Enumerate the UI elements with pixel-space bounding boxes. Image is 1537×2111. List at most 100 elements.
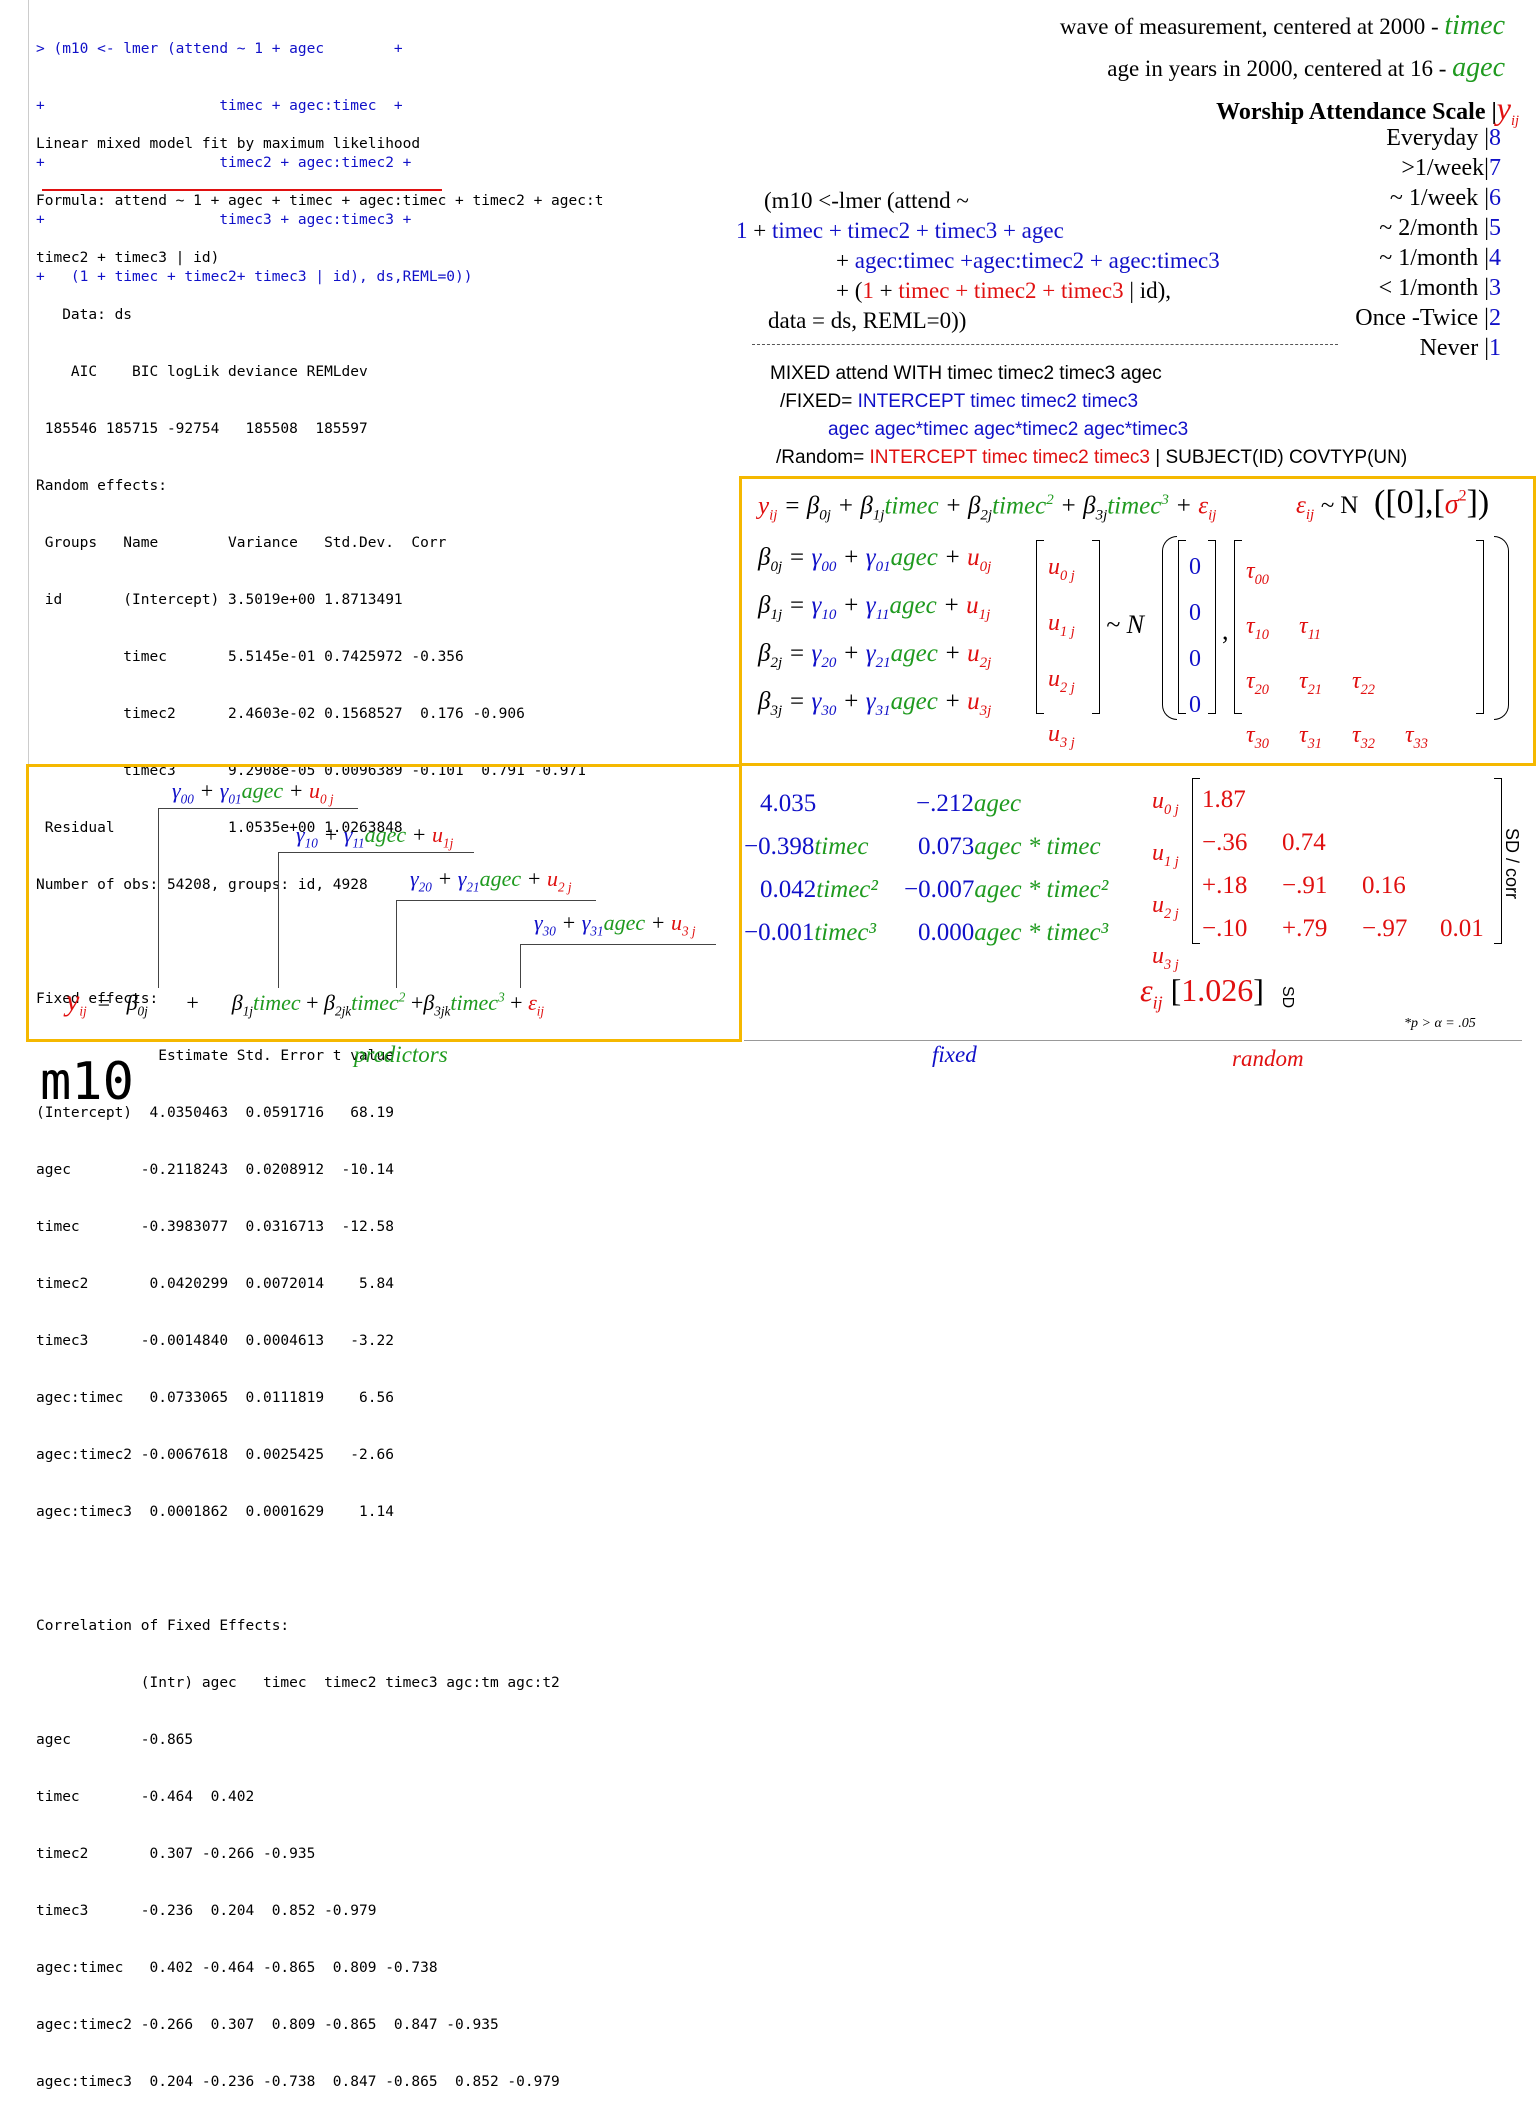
scale-num: 3 [1489, 275, 1501, 301]
rcode-line4: + (1 + timec + timec2 + timec3 | id), [736, 276, 1220, 306]
random-u-labels: u0 j u1 j u2 j u3 j [1152, 780, 1179, 987]
fixed-var: agec * timec [974, 833, 1101, 860]
fixed-var: agec * timec² [974, 876, 1109, 903]
rcode-text: + [836, 248, 855, 273]
u-vector-bracket-right [1092, 540, 1100, 714]
rcode-text: timec + timec2 + timec3 + agec [771, 218, 1064, 243]
scale-row: >1/week|7 [1401, 155, 1501, 182]
scale-num: 7 [1489, 155, 1501, 181]
label-fixed: fixed [932, 1042, 977, 1067]
out-line: (Intercept) 4.0350463 0.0591716 68.19 [36, 1105, 394, 1121]
rcode-line5: data = ds, REML=0)) [736, 306, 1220, 336]
out-line: timec 5.5145e-01 0.7425972 -0.356 [36, 649, 464, 665]
random-bracket-left [1192, 778, 1200, 944]
spss-text: INTERCEPT timec timec2 timec3 [857, 391, 1139, 412]
scale-label: Once -Twice | [1355, 305, 1489, 331]
u-vector-bracket-left [1036, 540, 1044, 714]
beta1-stem [278, 852, 279, 988]
predictor-box [26, 764, 742, 1042]
spss-line1: MIXED attend WITH timec timec2 timec3 ag… [770, 363, 1162, 384]
gamma1-label: γ10 + γ11agec + u1j [296, 822, 454, 851]
scale-title-text: Worship Attendance Scale | [1216, 99, 1497, 125]
cmd-line: + (1 + timec + timec2+ timec3 | id), ds,… [36, 269, 473, 285]
rcode-text: | id), [1123, 278, 1171, 303]
fixed-col-a: 4.035 −0.398timec 0.042timec² −0.001time… [744, 782, 878, 954]
spss-block: MIXED attend WITH timec timec2 timec3 ag… [770, 360, 1407, 472]
dashed-divider [752, 344, 1338, 345]
fixed-coef: −0.001 [744, 919, 815, 946]
tau-bracket-right [1476, 540, 1484, 714]
random-cell: −.97 [1362, 915, 1408, 942]
cmd-line: > (m10 <- lmer (attend ~ 1 + agec + [36, 41, 403, 57]
scale-row: ~ 2/month |5 [1379, 215, 1501, 242]
beta2-stem [396, 900, 397, 988]
gamma1-rule [278, 852, 474, 853]
tau-matrix: τ00 τ10 τ11 τ20 τ21 τ22 τ30 τ31 τ32 τ33 [1246, 558, 1428, 753]
bottom-rule [744, 1040, 1522, 1041]
rcode-text: + [873, 278, 899, 303]
cmd-line: + timec3 + agec:timec3 + [36, 212, 412, 228]
u-vector: u0 j u1 j u2 j u3 j [1048, 554, 1075, 752]
fixed-row: −0.001timec³ [744, 911, 878, 954]
gamma2-label: γ20 + γ21agec + u2 j [410, 866, 572, 895]
epsilon-symbol: ε [1140, 972, 1153, 1008]
spss-text: INTERCEPT timec timec2 timec3 [869, 447, 1150, 468]
epsilon-sd-label: SD [1279, 986, 1296, 1009]
label-random: random [1232, 1046, 1304, 1071]
out-line: AIC BIC logLik deviance REMLdev [36, 364, 368, 380]
legend-agec: age in years in 2000, centered at 16 - a… [1107, 52, 1505, 84]
out-line: Groups Name Variance Std.Dev. Corr [36, 535, 447, 551]
scale-title: Worship Attendance Scale |yij [1216, 90, 1519, 130]
aic-underline [42, 189, 442, 191]
fixed-coef: −.212 [916, 790, 974, 817]
fixed-coef: 0.042 [760, 876, 817, 903]
fixed-var: timec [814, 833, 869, 860]
rcode-block: (m10 <-lmer (attend ~ 1 + timec + timec2… [736, 186, 1220, 336]
out-line: timec2 0.0420299 0.0072014 5.84 [36, 1276, 394, 1292]
out-line: agec:timec3 0.204 -0.236 -0.738 0.847 -0… [36, 2074, 560, 2090]
spss-text: /Random= [776, 447, 870, 468]
out-line: Linear mixed model fit by maximum likeli… [36, 136, 421, 152]
scale-num: 5 [1489, 215, 1501, 241]
console-left-rule [28, 0, 29, 765]
scale-label: < 1/month | [1378, 275, 1489, 301]
random-cell: −.10 [1202, 915, 1248, 942]
rcode-text: 1 [736, 218, 748, 243]
spss-text: | SUBJECT(ID) COVTYP(UN) [1149, 447, 1408, 468]
cov-paren-left [1162, 536, 1177, 720]
random-row: −.36 0.74 [1202, 821, 1484, 864]
rcode-text: agec:timec +agec:timec2 + agec:timec3 [854, 248, 1220, 273]
out-line: agec:timec2 -0.0067618 0.0025425 -2.66 [36, 1447, 394, 1463]
significance-note: *p > α = .05 [1404, 1016, 1476, 1031]
epsilon-sub: ij [1152, 992, 1163, 1013]
rcode-text: data = ds, REML=0)) [768, 308, 967, 333]
beta0-stem [158, 808, 159, 988]
zero-vector-bracket-left [1178, 540, 1186, 714]
scale-row: Once -Twice |2 [1355, 305, 1501, 332]
random-cell: 0.74 [1282, 829, 1326, 856]
level1-equation: yij = β0j + β1jtimec + β2jtimec2 + β3jti… [758, 492, 1217, 524]
fixed-row: −.212agec [904, 782, 1108, 825]
fixed-row: 0.042timec² [744, 868, 878, 911]
agec-var: agec [1452, 52, 1505, 83]
scale-num: 1 [1489, 335, 1501, 361]
gamma0-rule [158, 808, 358, 809]
gamma3-label: γ30 + γ31agec + u3 j [534, 910, 696, 939]
out-line [36, 1560, 603, 1579]
rcode-line2: 1 + timec + timec2 + timec3 + agec [736, 216, 1220, 246]
scale-row: ~ 1/month |4 [1379, 245, 1501, 272]
legend-timec: wave of measurement, centered at 2000 - … [1060, 10, 1505, 42]
scale-label: >1/week| [1401, 155, 1489, 181]
gamma2-rule [396, 900, 596, 901]
fixed-var: timec³ [814, 919, 876, 946]
out-line: id (Intercept) 3.5019e+00 1.8713491 [36, 592, 403, 608]
rcode-text: timec + timec2 + timec3 [898, 278, 1124, 303]
out-line: Fixed effects: [36, 991, 159, 1007]
out-line: agec:timec 0.0733065 0.0111819 6.56 [36, 1390, 394, 1406]
out-line: timec -0.464 0.402 [36, 1789, 255, 1805]
timec-desc: wave of measurement, centered at 2000 - [1059, 14, 1439, 39]
random-row: −.10 +.79 −.97 0.01 [1202, 907, 1484, 950]
fixed-coef: −0.007 [904, 876, 975, 903]
out-line: timec3 -0.236 0.204 0.852 -0.979 [36, 1903, 377, 1919]
out-line: Number of obs: 54208, groups: id, 4928 [36, 877, 368, 893]
